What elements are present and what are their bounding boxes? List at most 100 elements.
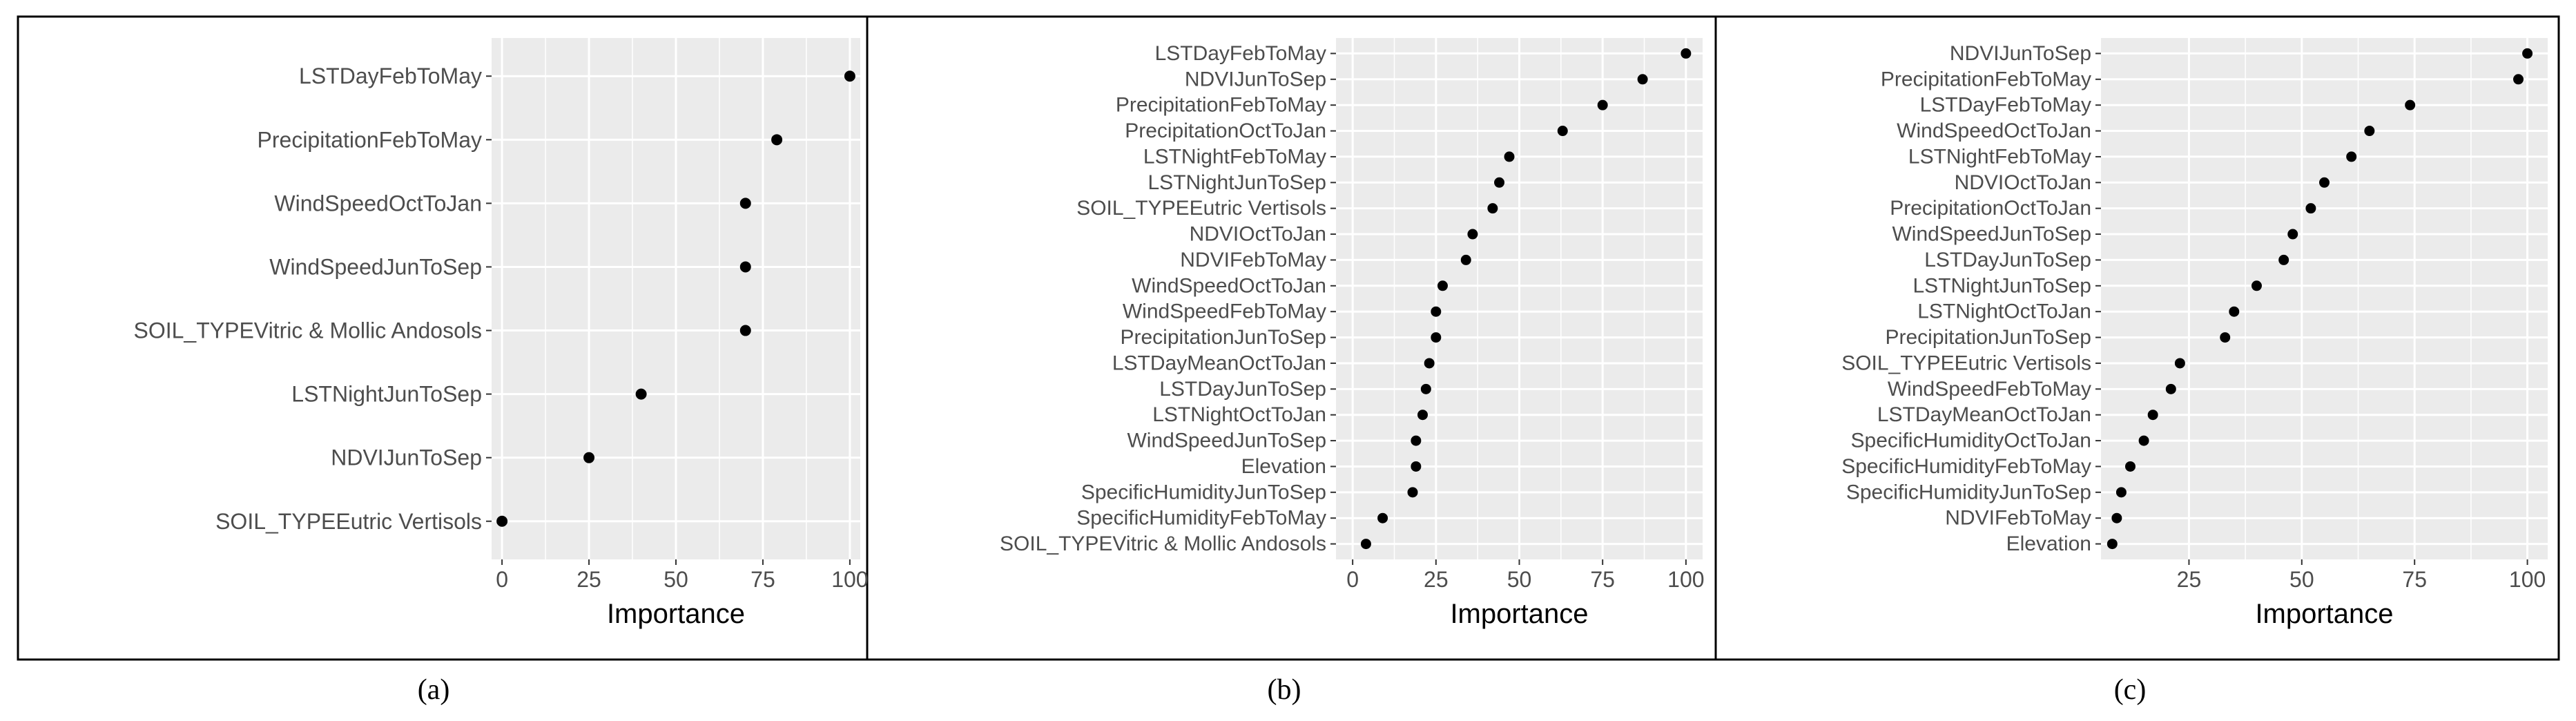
data-point-a bbox=[771, 134, 783, 146]
y-tick-label-c: SpecificHumidityOctToJan bbox=[1851, 430, 2091, 452]
x-tick-label-a: 75 bbox=[750, 567, 775, 592]
data-point-b bbox=[1431, 332, 1442, 343]
y-tick-label-b: WindSpeedOctToJan bbox=[1132, 274, 1326, 297]
x-tick-label-a: 0 bbox=[496, 567, 508, 592]
data-point-b bbox=[1557, 126, 1568, 137]
chart-panel-a: 0 25 50 75 100 LSTDayFebToMay PrecipitationFeb… bbox=[134, 38, 869, 629]
data-point-c bbox=[2147, 410, 2158, 421]
y-tick-label-c: WindSpeedOctToJan bbox=[1897, 119, 2091, 142]
data-point-b bbox=[1420, 383, 1431, 394]
y-tick-label-a: NDVIJunToSep bbox=[331, 445, 482, 470]
data-point-b bbox=[1411, 435, 1422, 446]
data-point-c bbox=[2251, 280, 2262, 291]
caption-a: (a) bbox=[418, 674, 450, 706]
data-point-c bbox=[2138, 435, 2149, 446]
data-point-c bbox=[2364, 126, 2375, 137]
y-tick-label-b: PrecipitationOctToJan bbox=[1125, 119, 1326, 142]
x-tick-label-b: 25 bbox=[1424, 567, 1449, 592]
x-tick-label-c: 100 bbox=[2509, 567, 2546, 592]
caption-b: (b) bbox=[1268, 674, 1301, 706]
y-tick-label-b: NDVIJunToSep bbox=[1185, 68, 1326, 90]
data-point-c bbox=[2111, 512, 2122, 523]
y-tick-label-c: PrecipitationOctToJan bbox=[1890, 197, 2091, 220]
y-tick-label-b: Elevation bbox=[1241, 455, 1326, 478]
y-tick-label-b: NDVIFebToMay bbox=[1180, 249, 1326, 271]
data-point-c bbox=[2220, 332, 2231, 343]
data-point-b bbox=[1637, 74, 1648, 85]
y-tick-label-a: PrecipitationFebToMay bbox=[258, 127, 482, 152]
data-point-c bbox=[2319, 177, 2330, 188]
data-point-c bbox=[2278, 254, 2289, 265]
y-tick-label-c: LSTNightJunToSep bbox=[1913, 274, 2092, 297]
y-tick-label-b: LSTDayJunToSep bbox=[1159, 378, 1326, 401]
y-tick-label-b: SpecificHumidityFebToMay bbox=[1076, 507, 1326, 530]
y-tick-label-a: WindSpeedJunToSep bbox=[269, 254, 482, 279]
data-point-a bbox=[739, 325, 751, 336]
data-point-b bbox=[1437, 280, 1448, 291]
y-tick-label-a: LSTNightJunToSep bbox=[291, 382, 482, 407]
x-tick-label-c: 50 bbox=[2289, 567, 2314, 592]
x-tick-label-c: 25 bbox=[2177, 567, 2202, 592]
x-axis-title-c: Importance bbox=[2255, 599, 2393, 629]
data-point-c bbox=[2174, 358, 2185, 369]
data-point-b bbox=[1494, 177, 1505, 188]
y-tick-label-b: LSTDayMeanOctToJan bbox=[1112, 352, 1326, 374]
data-point-b bbox=[1377, 512, 1388, 523]
chart-panel-b: 0 25 50 75 100 LSTDayFebToMay NDVIJunToSep Prec… bbox=[1000, 38, 1705, 629]
x-tick-label-a: 25 bbox=[577, 567, 601, 592]
x-tick-label-c: 75 bbox=[2402, 567, 2427, 592]
chart-panel-c: 25 50 75 100 NDVIJunToSep PrecipitationFebToM… bbox=[1841, 38, 2548, 629]
data-point-c bbox=[2165, 383, 2176, 394]
y-tick-label-b: SOIL_TYPEVitric & Mollic Andosols bbox=[1000, 532, 1326, 555]
data-point-b bbox=[1411, 461, 1422, 472]
data-point-c bbox=[2405, 99, 2416, 110]
x-tick-label-b: 50 bbox=[1507, 567, 1532, 592]
y-tick-label-b: SpecificHumidityJunToSep bbox=[1081, 481, 1326, 503]
data-point-b bbox=[1417, 410, 1429, 421]
y-tick-label-c: PrecipitationFebToMay bbox=[1881, 68, 2091, 90]
y-tick-label-c: NDVIOctToJan bbox=[1955, 171, 2091, 194]
y-tick-label-c: WindSpeedJunToSep bbox=[1892, 223, 2091, 246]
y-tick-label-a: SOIL_TYPEEutric Vertisols bbox=[215, 509, 482, 534]
y-tick-label-c: LSTDayMeanOctToJan bbox=[1877, 403, 2091, 426]
data-point-c bbox=[2305, 203, 2316, 214]
data-point-c bbox=[2287, 229, 2298, 240]
y-tick-label-c: SOIL_TYPEEutric Vertisols bbox=[1841, 352, 2091, 374]
y-tick-label-b: PrecipitationFebToMay bbox=[1116, 94, 1326, 117]
y-tick-label-c: Elevation bbox=[2006, 532, 2091, 555]
data-point-b bbox=[1424, 358, 1435, 369]
data-point-b bbox=[1504, 151, 1515, 162]
y-tick-label-a: WindSpeedOctToJan bbox=[274, 191, 482, 215]
y-tick-label-c: PrecipitationJunToSep bbox=[1885, 326, 2091, 349]
data-point-b bbox=[1487, 203, 1498, 214]
figure-frame bbox=[17, 15, 2560, 661]
y-tick-label-c: WindSpeedFebToMay bbox=[1888, 378, 2091, 401]
data-point-c bbox=[2107, 539, 2118, 550]
y-tick-label-b: LSTNightOctToJan bbox=[1152, 403, 1326, 426]
y-tick-label-a: SOIL_TYPEVitric & Mollic Andosols bbox=[134, 318, 483, 343]
data-point-a bbox=[496, 515, 508, 527]
y-tick-label-b: SOIL_TYPEEutric Vertisols bbox=[1076, 197, 1326, 220]
data-point-b bbox=[1467, 229, 1478, 240]
data-point-a bbox=[583, 452, 595, 463]
y-tick-label-b: LSTNightJunToSep bbox=[1148, 171, 1327, 194]
x-tick-label-b: 100 bbox=[1667, 567, 1704, 592]
data-point-a bbox=[739, 261, 751, 273]
data-point-b bbox=[1681, 48, 1692, 59]
data-point-c bbox=[2513, 74, 2524, 85]
y-tick-label-c: LSTDayFebToMay bbox=[1920, 94, 2091, 117]
x-tick-label-b: 75 bbox=[1590, 567, 1615, 592]
y-tick-label-b: WindSpeedJunToSep bbox=[1127, 430, 1326, 452]
y-tick-label-a: LSTDayFebToMay bbox=[299, 64, 482, 88]
data-point-b bbox=[1360, 539, 1371, 550]
x-axis-title-b: Importance bbox=[1450, 599, 1588, 629]
y-tick-label-c: SpecificHumidityJunToSep bbox=[1846, 481, 2091, 503]
data-point-b bbox=[1407, 487, 1418, 498]
data-point-c bbox=[2346, 151, 2357, 162]
data-point-c bbox=[2124, 461, 2136, 472]
y-tick-label-b: LSTNightFebToMay bbox=[1143, 145, 1326, 168]
caption-c: (c) bbox=[2114, 674, 2147, 706]
data-point-b bbox=[1431, 306, 1442, 317]
plot-area-c bbox=[2101, 38, 2548, 559]
